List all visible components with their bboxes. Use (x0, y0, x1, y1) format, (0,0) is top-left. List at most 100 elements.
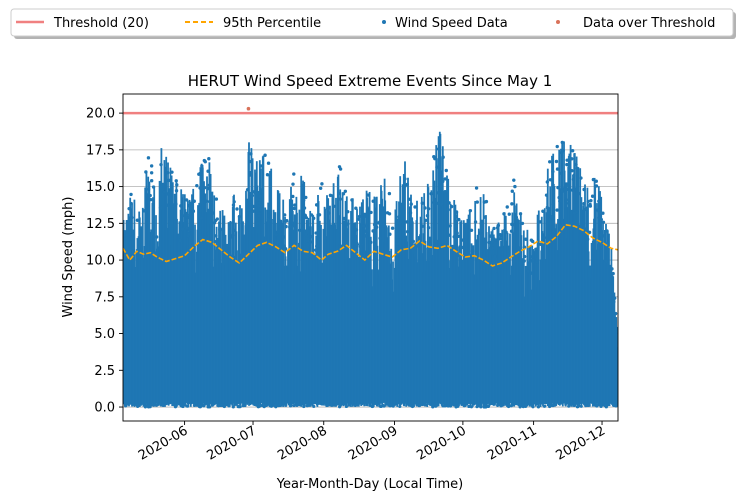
wind-speed-point (370, 404, 374, 409)
wind-speed-point (446, 208, 450, 212)
wind-speed-point (564, 184, 568, 188)
wind-speed-point (337, 191, 341, 196)
wind-speed-point (358, 244, 363, 249)
wind-speed-point (549, 214, 553, 219)
wind-speed-point (297, 228, 302, 232)
wind-speed-point (231, 203, 236, 207)
wind-speed-point (589, 198, 593, 203)
wind-speed-point (574, 162, 578, 167)
legend-percentile-label: 95th Percentile (223, 16, 321, 31)
wind-speed-point (538, 220, 543, 224)
wind-speed-point (557, 195, 561, 200)
wind-speed-point (288, 225, 292, 229)
wind-speed-point (220, 403, 224, 407)
wind-speed-point (346, 210, 350, 214)
wind-speed-point (146, 187, 151, 191)
wind-speed-point (612, 300, 616, 304)
wind-speed-point (363, 234, 368, 238)
wind-speed-point (207, 157, 211, 161)
wind-speed-point (530, 258, 535, 262)
wind-speed-point (167, 178, 171, 183)
wind-speed-point (338, 197, 342, 201)
wind-speed-point (548, 178, 553, 182)
wind-speed-point (328, 193, 333, 198)
wind-speed-point (599, 233, 603, 237)
wind-speed-point (300, 227, 305, 231)
wind-speed-point (232, 228, 236, 233)
wind-speed-point (449, 204, 454, 209)
wind-speed-point (565, 158, 569, 162)
wind-speed-point (598, 207, 602, 212)
wind-speed-point (199, 216, 204, 220)
wind-speed-point (302, 404, 306, 409)
wind-speed-point (560, 189, 565, 193)
wind-speed-point (566, 201, 571, 206)
wind-speed-point (582, 201, 586, 206)
wind-speed-point (257, 404, 262, 408)
wind-speed-point (565, 162, 569, 167)
wind-speed-point (255, 197, 259, 202)
wind-speed-point (397, 215, 401, 219)
wind-speed-point (403, 184, 407, 188)
wind-speed-point (478, 231, 482, 235)
wind-speed-point (594, 184, 599, 188)
wind-speed-point (129, 201, 133, 206)
wind-speed-point (149, 164, 154, 168)
wind-speed-point (425, 214, 430, 218)
wind-speed-point (123, 404, 128, 408)
wind-speed-point (373, 207, 378, 211)
wind-speed-point (159, 186, 163, 190)
wind-speed-point (381, 217, 385, 222)
wind-speed-point (292, 403, 296, 408)
wind-speed-point (394, 249, 398, 253)
wind-speed-point (443, 190, 447, 194)
wind-speed-point (517, 246, 521, 250)
wind-speed-point (495, 226, 500, 230)
wind-speed-point (139, 226, 143, 230)
wind-speed-point (231, 405, 235, 409)
wind-speed-point (371, 199, 375, 203)
wind-speed-point (369, 240, 373, 245)
wind-speed-point (493, 254, 497, 259)
wind-speed-point (192, 199, 196, 203)
wind-speed-point (334, 403, 338, 407)
wind-speed-point (588, 202, 592, 207)
wind-speed-point (575, 166, 579, 171)
wind-speed-point (585, 237, 590, 241)
wind-speed-point (123, 237, 127, 241)
wind-speed-point (259, 164, 263, 168)
wind-speed-point (337, 165, 342, 169)
wind-speed-point (248, 159, 252, 164)
wind-speed-point (195, 183, 199, 188)
wind-speed-point (327, 211, 331, 215)
wind-speed-point (436, 201, 441, 205)
wind-speed-point (263, 153, 267, 157)
wind-speed-point (292, 206, 296, 211)
wind-speed-point (441, 404, 445, 408)
wind-speed-point (613, 311, 618, 316)
wind-speed-point (372, 222, 377, 227)
legend-wind-data-swatch (382, 20, 386, 24)
wind-speed-point (245, 187, 250, 192)
wind-speed-point (135, 218, 140, 222)
wind-speed-point (129, 192, 133, 197)
wind-speed-point (413, 205, 417, 209)
wind-speed-point (504, 230, 508, 234)
wind-speed-point (462, 404, 466, 408)
legend-over-threshold-swatch (556, 20, 560, 24)
wind-speed-point (597, 199, 601, 203)
wind-speed-point (460, 245, 465, 250)
wind-speed-point (587, 403, 591, 407)
wind-speed-point (184, 218, 189, 222)
wind-speed-point (274, 233, 279, 237)
wind-speed-point (174, 179, 178, 183)
wind-speed-point (522, 254, 527, 259)
wind-speed-point (357, 214, 362, 219)
wind-speed-point (390, 226, 395, 230)
wind-speed-point (572, 191, 576, 195)
wind-speed-point (204, 199, 209, 203)
wind-speed-point (313, 248, 318, 252)
wind-speed-point (498, 236, 502, 241)
wind-speed-point (474, 186, 479, 190)
wind-speed-point (260, 204, 264, 208)
